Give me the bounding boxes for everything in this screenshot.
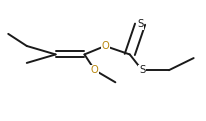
Text: S: S: [137, 19, 143, 29]
Text: O: O: [101, 41, 109, 51]
Text: S: S: [139, 65, 145, 75]
Text: O: O: [91, 65, 99, 75]
